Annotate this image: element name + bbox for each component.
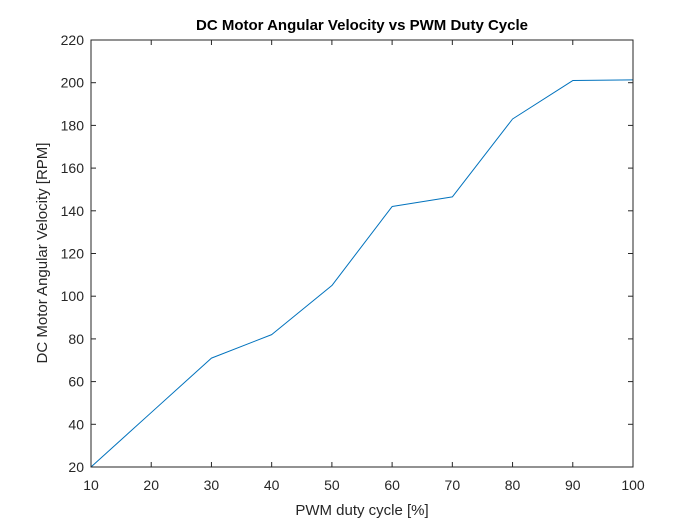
y-tick-label: 80 [68, 331, 84, 347]
x-tick-label: 60 [384, 477, 400, 493]
axes-background [91, 40, 633, 467]
y-axis-label: DC Motor Angular Velocity [RPM] [34, 143, 51, 364]
x-tick-label: 30 [204, 477, 220, 493]
x-axis-label: PWM duty cycle [%] [295, 502, 428, 519]
x-tick-label: 80 [505, 477, 521, 493]
series-line [90, 79, 634, 468]
y-tick-label: 120 [61, 246, 85, 262]
tick-labels: 10 20 30 40 50 60 70 80 90 100 20 40 60 80 100 120 140 16… [61, 32, 645, 493]
y-tick-label: 160 [61, 160, 85, 176]
y-tick-label: 200 [61, 75, 85, 91]
axes-box [90, 39, 634, 468]
y-tick-label: 140 [61, 203, 85, 219]
plot-area: 10 20 30 40 50 60 70 80 90 100 20 40 60 80 100 120 140 16… [61, 32, 645, 493]
x-tick-label: 100 [621, 477, 645, 493]
y-tick-label: 60 [68, 374, 84, 390]
x-tick-label: 50 [324, 477, 340, 493]
x-tick-label: 40 [264, 477, 280, 493]
y-tick-label: 100 [61, 288, 85, 304]
chart-title: DC Motor Angular Velocity vs PWM Duty Cy… [196, 17, 528, 34]
x-tick-label: 70 [445, 477, 461, 493]
x-tick-label: 90 [565, 477, 581, 493]
y-tick-label: 40 [68, 416, 84, 432]
y-tick-label: 20 [68, 459, 84, 475]
x-tick-label: 20 [143, 477, 159, 493]
y-tick-label: 180 [61, 117, 85, 133]
x-tick-label: 10 [83, 477, 99, 493]
y-tick-label: 220 [61, 32, 85, 48]
series-layer [90, 79, 634, 468]
